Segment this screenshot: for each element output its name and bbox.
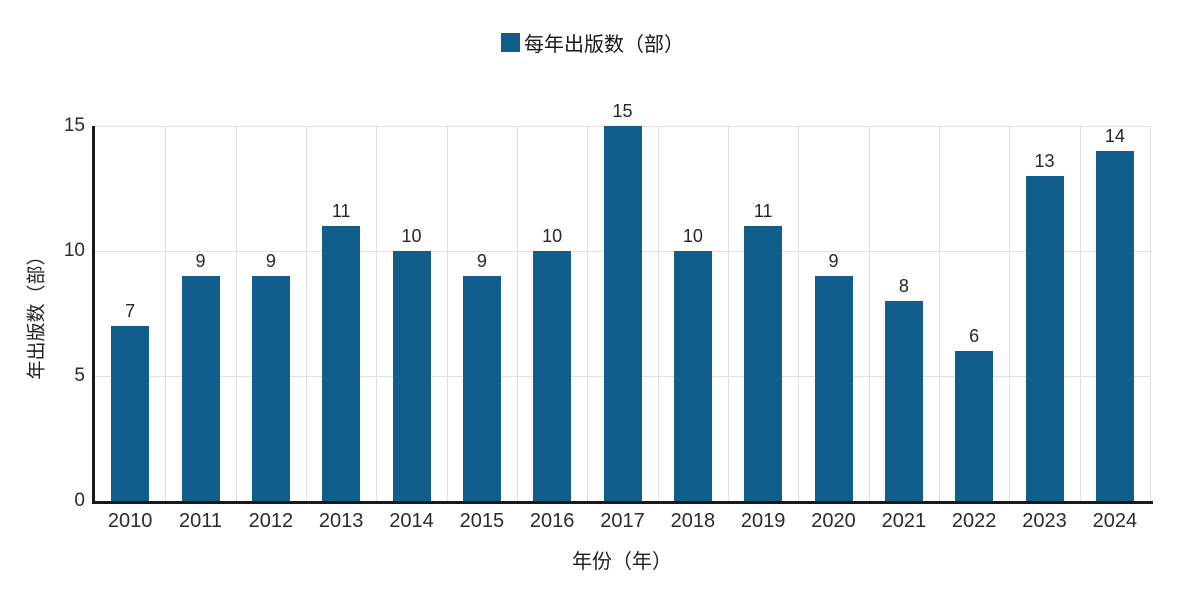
bar-value-label: 14 (1104, 126, 1125, 146)
v-gridline (235, 126, 237, 501)
v-gridline (939, 126, 940, 501)
bar-value-label: 9 (828, 251, 839, 271)
x-axis-line (92, 501, 1153, 504)
x-tick-label: 2012 (248, 510, 294, 532)
v-gridline (728, 126, 729, 501)
bar-2013[interactable] (322, 226, 361, 501)
bar-2011[interactable] (181, 276, 220, 501)
bar-2016[interactable] (533, 251, 572, 501)
y-axis-line (92, 126, 95, 504)
bar-2023[interactable] (1025, 176, 1064, 501)
bar-2012[interactable] (251, 276, 290, 501)
bar-2024[interactable] (1095, 151, 1134, 501)
bar-2018[interactable] (673, 251, 712, 501)
y-axis-title: 年出版数（部） (26, 246, 48, 380)
bar-value-label: 15 (612, 101, 633, 121)
bar-value-label: 10 (401, 226, 422, 246)
v-gridline (306, 126, 307, 501)
x-tick-label: 2016 (529, 510, 575, 532)
v-gridline (446, 126, 448, 501)
bar-2015[interactable] (462, 276, 501, 501)
legend-item[interactable]: 每年出版数（部） (0, 30, 1185, 56)
y-tick-label: 10 (63, 240, 85, 261)
v-gridline (798, 126, 800, 501)
x-tick-label: 2024 (1092, 510, 1138, 532)
bar-value-label: 9 (265, 251, 276, 271)
v-gridline (165, 126, 167, 501)
v-gridline (1079, 126, 1081, 501)
bar-value-label: 8 (898, 276, 909, 296)
v-gridline (868, 126, 870, 501)
x-tick-label: 2023 (1022, 510, 1067, 532)
y-tick-label: 0 (74, 490, 85, 511)
v-gridline (1150, 126, 1151, 501)
bar-2014[interactable] (392, 251, 431, 501)
bar-2019[interactable] (744, 226, 783, 501)
bar-value-label: 6 (969, 326, 980, 346)
y-tick-label: 15 (63, 115, 85, 136)
bar-2020[interactable] (814, 276, 853, 501)
v-gridline (1009, 126, 1011, 501)
x-tick-label: 2017 (600, 510, 645, 532)
bar-2010[interactable] (111, 326, 150, 501)
v-gridline (657, 126, 659, 501)
v-gridline (376, 126, 378, 501)
bar-2017[interactable] (603, 126, 642, 501)
v-gridline (517, 126, 518, 501)
x-tick-label: 2013 (318, 510, 364, 532)
bar-value-label: 13 (1034, 151, 1055, 171)
x-tick-label: 2018 (670, 510, 716, 532)
bar-2022[interactable] (955, 351, 994, 501)
bar-value-label: 11 (753, 201, 773, 221)
plot-area: 7 9 9 11 10 9 10 15 10 11 9 8 6 13 14 (95, 101, 1151, 501)
bar-value-label: 9 (476, 251, 487, 271)
x-tick-label: 2010 (107, 510, 153, 532)
bar-value-label: 10 (682, 226, 703, 246)
bar-value-label: 9 (195, 251, 206, 271)
y-tick-label: 5 (74, 365, 85, 386)
x-tick-label: 2015 (459, 510, 505, 532)
x-tick-label: 2014 (389, 510, 434, 532)
v-gridline (587, 126, 589, 501)
bar-value-label: 10 (542, 226, 563, 246)
x-tick-label: 2020 (811, 510, 856, 532)
x-tick-label: 2021 (881, 510, 927, 532)
x-tick-label: 2011 (178, 510, 222, 532)
x-axis-title: 年份（年） (572, 551, 672, 573)
bar-2021[interactable] (884, 301, 923, 501)
legend-swatch-icon (501, 32, 520, 52)
legend-label: 每年出版数（部） (524, 33, 684, 56)
bar-value-label: 11 (331, 201, 351, 221)
x-tick-label: 2019 (740, 510, 786, 532)
x-tick-label: 2022 (951, 510, 997, 532)
bar-value-label: 7 (125, 301, 136, 321)
